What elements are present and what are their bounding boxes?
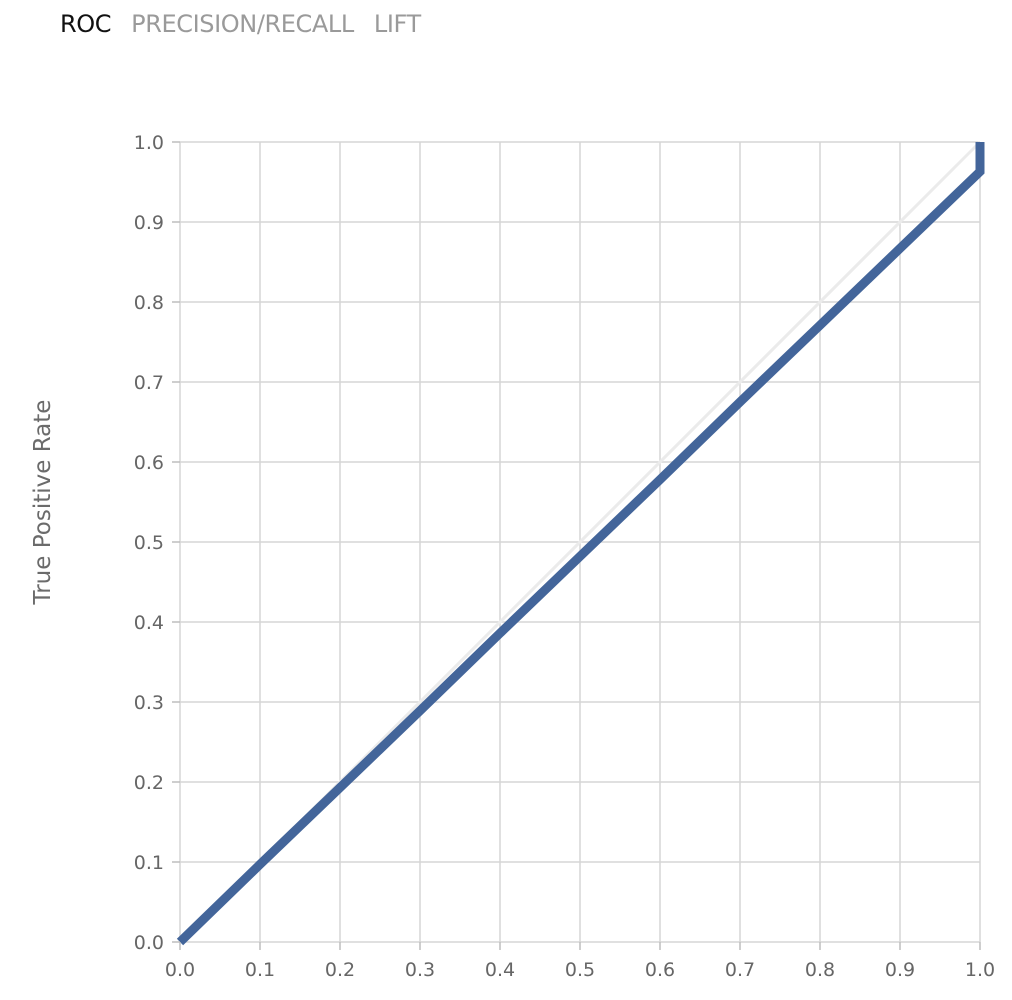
tab-roc[interactable]: ROC bbox=[60, 10, 112, 38]
y-tick-label: 0.6 bbox=[134, 452, 164, 474]
y-tick-label: 0.3 bbox=[134, 692, 164, 714]
x-tick-label: 0.9 bbox=[885, 959, 915, 981]
series-layer bbox=[176, 142, 985, 946]
x-tick-label: 0.6 bbox=[645, 959, 675, 981]
y-axis-ticks: 0.0 0.1 0.2 0.3 0.4 0.5 0.6 0.7 0.8 0.9 1.0 bbox=[134, 132, 180, 954]
x-axis-ticks: 0.0 0.1 0.2 0.3 0.4 0.5 0.6 0.7 0.8 0.9 1.0 bbox=[165, 942, 995, 981]
x-tick-label: 0.2 bbox=[325, 959, 355, 981]
tab-precision-recall[interactable]: PRECISION/RECALL bbox=[131, 10, 354, 38]
y-tick-label: 0.1 bbox=[134, 852, 164, 874]
x-tick-label: 0.1 bbox=[245, 959, 275, 981]
y-tick-label: 0.4 bbox=[134, 612, 164, 634]
x-tick-label: 0.8 bbox=[805, 959, 835, 981]
y-tick-label: 0.7 bbox=[134, 372, 164, 394]
y-tick-label: 0.2 bbox=[134, 772, 164, 794]
roc-curve-line bbox=[176, 142, 985, 946]
x-tick-label: 0.7 bbox=[725, 959, 755, 981]
x-tick-label: 0.5 bbox=[565, 959, 595, 981]
x-tick-label: 0.3 bbox=[405, 959, 435, 981]
x-tick-label: 0.4 bbox=[485, 959, 515, 981]
y-tick-label: 0.0 bbox=[134, 932, 164, 954]
chart-tabs: ROC PRECISION/RECALL LIFT bbox=[60, 6, 441, 42]
y-tick-label: 0.9 bbox=[134, 212, 164, 234]
tab-lift[interactable]: LIFT bbox=[373, 10, 421, 38]
x-tick-label: 1.0 bbox=[965, 959, 995, 981]
y-tick-label: 0.8 bbox=[134, 292, 164, 314]
x-tick-label: 0.0 bbox=[165, 959, 195, 981]
y-tick-label: 1.0 bbox=[134, 132, 164, 154]
y-tick-label: 0.5 bbox=[134, 532, 164, 554]
